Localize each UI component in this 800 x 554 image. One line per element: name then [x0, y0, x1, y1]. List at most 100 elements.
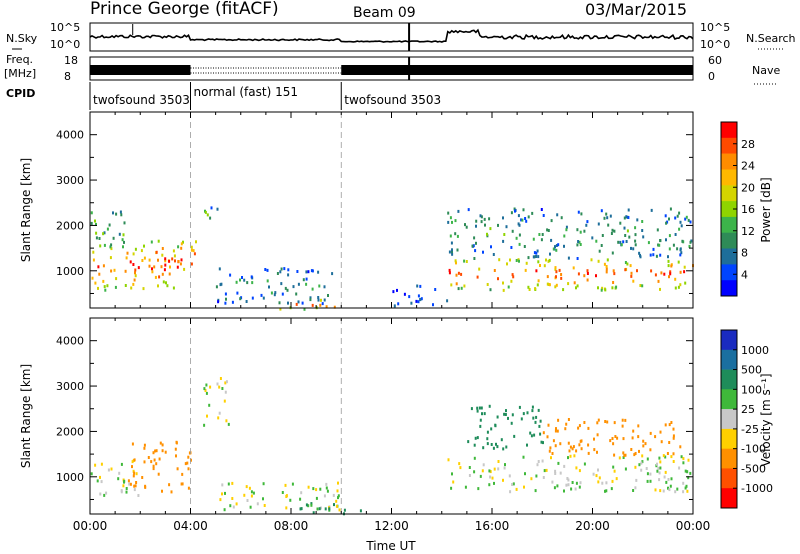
velocity-cell	[595, 474, 598, 478]
velocity-cell	[667, 478, 670, 481]
power-cell	[654, 273, 657, 277]
power-cell	[287, 268, 290, 272]
power-cell	[193, 252, 196, 256]
power-cell	[669, 270, 672, 274]
power-cell	[565, 225, 568, 229]
power-cell	[204, 210, 207, 214]
velocity-cell	[496, 415, 499, 419]
velocity-cell	[664, 470, 667, 474]
date-label: 03/Mar/2015	[585, 0, 687, 19]
power-cell	[276, 272, 279, 275]
power-cell	[583, 229, 586, 233]
power-cell	[219, 283, 222, 287]
velocity-cell	[96, 479, 99, 483]
velocity-cell	[622, 456, 625, 459]
freq-label-1: Freq.	[6, 53, 33, 66]
power-cell	[486, 283, 489, 286]
power-cell	[319, 303, 322, 307]
power-cell	[502, 216, 504, 220]
velocity-cell	[530, 477, 533, 481]
velocity-cell	[609, 439, 612, 443]
power-cell	[573, 281, 576, 285]
velocity-cell	[467, 440, 470, 444]
power-cell	[195, 240, 197, 244]
power-cell	[586, 220, 589, 224]
velocity-cell	[143, 446, 146, 450]
power-cell	[217, 300, 220, 304]
power-cell	[605, 267, 608, 271]
velocity-cell	[170, 490, 173, 494]
velocity-cell	[246, 499, 249, 502]
velocity-colorbar: 1000 500 100 25 -25 -100 -500 -1000	[720, 329, 773, 509]
velocity-cell	[596, 433, 599, 437]
power-cell	[190, 245, 193, 249]
velocity-cell	[310, 503, 313, 507]
power-cell	[657, 243, 660, 247]
velocity-cell	[152, 464, 155, 468]
power-cell	[102, 279, 105, 283]
velocity-cell	[678, 466, 681, 470]
power-cell	[611, 286, 614, 290]
power-colorbar: 28 24 20 16 12 8 4	[720, 121, 755, 297]
velocity-cell	[158, 457, 161, 461]
velocity-cell	[300, 507, 303, 511]
colorbar-segment	[721, 280, 737, 297]
power-cell	[484, 223, 486, 227]
nsky-tick-bottom: 10^0	[50, 38, 80, 51]
power-cell	[668, 217, 670, 221]
power-cell	[464, 223, 466, 227]
power-cell	[333, 305, 336, 309]
velocity-cell	[305, 503, 308, 507]
velocity-cell	[553, 486, 556, 490]
power-cell	[164, 259, 167, 263]
power-cell	[503, 233, 506, 236]
power-cell	[524, 268, 527, 272]
velocity-cell	[531, 409, 534, 413]
velocity-cell	[125, 490, 128, 494]
power-cell	[540, 238, 543, 242]
velocity-cell	[540, 440, 543, 444]
power-cell	[177, 260, 180, 263]
power-cell	[393, 304, 396, 308]
power-cell	[141, 259, 144, 262]
power-cell	[301, 301, 304, 305]
power-cell	[209, 216, 212, 220]
power-cell	[174, 259, 176, 263]
power-cell	[448, 268, 451, 272]
velocity-cell	[545, 468, 548, 472]
velocity-cell	[613, 453, 616, 457]
colorbar-segment	[721, 122, 737, 139]
velocity-cell	[509, 490, 512, 494]
power-cell	[613, 272, 616, 276]
velocity-cell	[137, 494, 140, 497]
power-cell	[689, 220, 692, 224]
velocity-cell	[668, 441, 671, 444]
power-cell	[455, 282, 458, 286]
velocity-cell	[153, 458, 156, 462]
power-cell	[225, 297, 227, 301]
power-cell	[578, 240, 581, 244]
velocity-cell	[578, 424, 581, 428]
power-cell	[396, 288, 398, 292]
velocity-cell	[490, 427, 493, 431]
power-cell	[642, 235, 645, 239]
velocity-cell	[488, 483, 491, 487]
velocity-cell	[672, 434, 675, 438]
power-cell	[161, 253, 164, 257]
power-cell	[103, 285, 106, 289]
nave-tick-top: 60	[708, 54, 722, 67]
velocity-cell	[567, 418, 570, 421]
power-cell	[586, 278, 589, 282]
velocity-cell	[596, 421, 599, 425]
power-cell	[555, 270, 558, 274]
power-cell	[321, 302, 324, 306]
velocity-cell	[493, 467, 496, 471]
power-cell	[576, 257, 579, 260]
velocity-cell	[503, 466, 506, 470]
power-cell	[148, 258, 151, 262]
velocity-cell	[685, 484, 688, 488]
power-cell	[113, 268, 116, 272]
power-cell	[420, 297, 423, 301]
power-cell	[688, 244, 691, 248]
